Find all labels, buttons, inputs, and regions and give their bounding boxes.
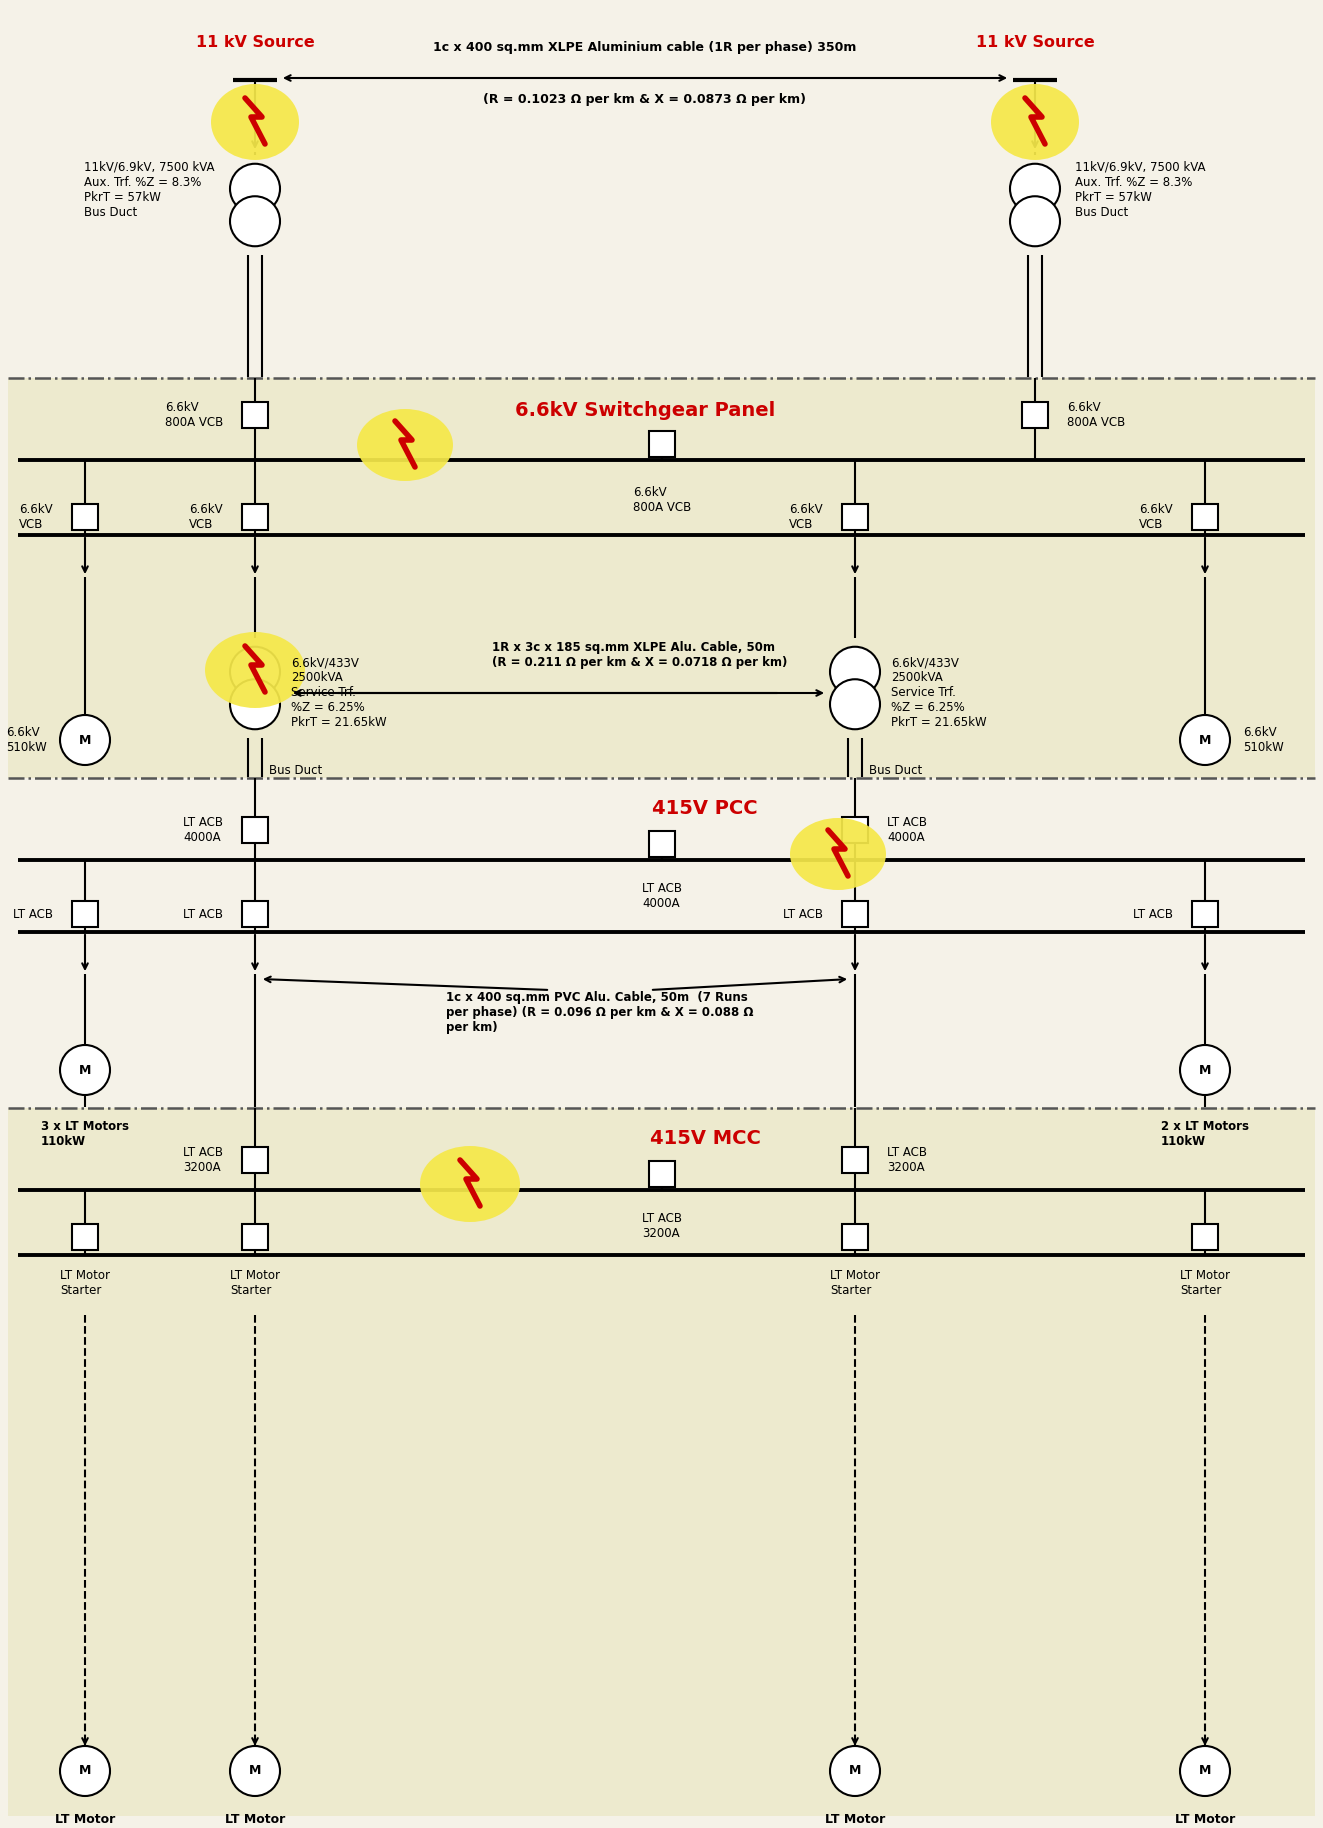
Text: LT Motor
Starter: LT Motor Starter xyxy=(1180,1269,1230,1298)
Circle shape xyxy=(230,1746,280,1795)
Circle shape xyxy=(1009,165,1060,214)
Text: 6.6kV Switchgear Panel: 6.6kV Switchgear Panel xyxy=(515,400,775,419)
Text: LT Motor
Starter: LT Motor Starter xyxy=(230,1269,280,1298)
Circle shape xyxy=(1180,1746,1230,1795)
Text: M: M xyxy=(79,1064,91,1077)
Bar xyxy=(1021,402,1048,428)
Text: Bus Duct: Bus Duct xyxy=(269,764,323,777)
Ellipse shape xyxy=(205,632,306,707)
Circle shape xyxy=(1180,1046,1230,1095)
Circle shape xyxy=(230,647,280,696)
Text: LT Motor: LT Motor xyxy=(54,1813,115,1826)
Circle shape xyxy=(830,647,880,696)
Circle shape xyxy=(60,1046,110,1095)
Text: 6.6kV
VCB: 6.6kV VCB xyxy=(189,503,224,530)
Bar xyxy=(242,901,269,927)
Bar xyxy=(242,1225,269,1250)
Bar xyxy=(71,901,98,927)
Bar xyxy=(841,901,868,927)
Bar xyxy=(650,832,675,857)
Circle shape xyxy=(1009,196,1060,247)
Text: 11kV/6.9kV, 7500 kVA
Aux. Trf. %Z = 8.3%
PkrT = 57kW
Bus Duct: 11kV/6.9kV, 7500 kVA Aux. Trf. %Z = 8.3%… xyxy=(85,161,216,219)
Text: 6.6kV
VCB: 6.6kV VCB xyxy=(1139,503,1174,530)
Bar xyxy=(841,1225,868,1250)
Text: 6.6kV
510kW: 6.6kV 510kW xyxy=(7,726,48,753)
Text: LT ACB: LT ACB xyxy=(183,907,224,921)
Text: 415V MCC: 415V MCC xyxy=(650,1128,761,1148)
Text: M: M xyxy=(1199,1064,1211,1077)
Circle shape xyxy=(1180,715,1230,764)
Text: LT ACB
4000A: LT ACB 4000A xyxy=(642,881,681,910)
Bar xyxy=(71,505,98,530)
Bar xyxy=(1192,1225,1218,1250)
Circle shape xyxy=(60,1746,110,1795)
Text: 1c x 400 sq.mm PVC Alu. Cable, 50m  (7 Runs
per phase) (R = 0.096 Ω per km & X =: 1c x 400 sq.mm PVC Alu. Cable, 50m (7 Ru… xyxy=(446,991,754,1033)
Circle shape xyxy=(830,1746,880,1795)
Text: LT ACB
4000A: LT ACB 4000A xyxy=(183,815,224,845)
Bar xyxy=(1192,505,1218,530)
Text: LT Motor
Starter: LT Motor Starter xyxy=(60,1269,110,1298)
Text: LT ACB
3200A: LT ACB 3200A xyxy=(183,1146,224,1174)
Text: 6.6kV
510kW: 6.6kV 510kW xyxy=(1244,726,1283,753)
Ellipse shape xyxy=(210,84,299,161)
Text: 6.6kV/433V
2500kVA
Service Trf.
%Z = 6.25%
PkrT = 21.65kW: 6.6kV/433V 2500kVA Service Trf. %Z = 6.2… xyxy=(890,656,987,729)
Text: LT ACB: LT ACB xyxy=(13,907,53,921)
Ellipse shape xyxy=(357,409,452,481)
Text: M: M xyxy=(79,733,91,746)
Text: 6.6kV
800A VCB: 6.6kV 800A VCB xyxy=(165,400,224,430)
Bar xyxy=(8,1108,1315,1815)
Text: 6.6kV
VCB: 6.6kV VCB xyxy=(20,503,53,530)
Text: M: M xyxy=(79,1764,91,1777)
Text: 6.6kV/433V
2500kVA
Service Trf.
%Z = 6.25%
PkrT = 21.65kW: 6.6kV/433V 2500kVA Service Trf. %Z = 6.2… xyxy=(291,656,386,729)
Text: 2 x LT Motors
110kW: 2 x LT Motors 110kW xyxy=(1162,1121,1249,1148)
Text: M: M xyxy=(1199,1764,1211,1777)
Bar xyxy=(841,505,868,530)
Text: 415V PCC: 415V PCC xyxy=(652,799,758,817)
Bar xyxy=(71,1225,98,1250)
Text: LT Motor: LT Motor xyxy=(225,1813,286,1826)
Text: LT ACB: LT ACB xyxy=(783,907,823,921)
Bar xyxy=(242,1146,269,1174)
Text: LT Motor
Starter: LT Motor Starter xyxy=(830,1269,880,1298)
Bar xyxy=(8,18,1315,378)
Bar xyxy=(841,817,868,843)
Circle shape xyxy=(60,715,110,764)
Bar xyxy=(8,779,1315,1108)
Text: LT ACB
3200A: LT ACB 3200A xyxy=(642,1212,681,1239)
Bar xyxy=(242,817,269,843)
Text: M: M xyxy=(249,1764,261,1777)
Text: LT Motor: LT Motor xyxy=(824,1813,885,1826)
Ellipse shape xyxy=(991,84,1080,161)
Bar xyxy=(8,378,1315,779)
Text: 6.6kV
800A VCB: 6.6kV 800A VCB xyxy=(1068,400,1126,430)
Text: M: M xyxy=(1199,733,1211,746)
Circle shape xyxy=(230,680,280,729)
Bar xyxy=(841,1146,868,1174)
Circle shape xyxy=(230,165,280,214)
Text: (R = 0.1023 Ω per km & X = 0.0873 Ω per km): (R = 0.1023 Ω per km & X = 0.0873 Ω per … xyxy=(483,93,807,106)
Text: M: M xyxy=(849,1764,861,1777)
Text: LT ACB: LT ACB xyxy=(1132,907,1174,921)
Bar xyxy=(242,402,269,428)
Text: 6.6kV
800A VCB: 6.6kV 800A VCB xyxy=(632,486,691,514)
Text: 11 kV Source: 11 kV Source xyxy=(196,35,315,51)
Ellipse shape xyxy=(419,1146,520,1221)
Circle shape xyxy=(830,680,880,729)
Bar xyxy=(650,1161,675,1186)
Bar xyxy=(242,505,269,530)
Text: LT ACB
4000A: LT ACB 4000A xyxy=(886,815,927,845)
Text: LT ACB
3200A: LT ACB 3200A xyxy=(886,1146,927,1174)
Text: Bus Duct: Bus Duct xyxy=(869,764,922,777)
Text: 1c x 400 sq.mm XLPE Aluminium cable (1R per phase) 350m: 1c x 400 sq.mm XLPE Aluminium cable (1R … xyxy=(434,42,857,55)
Text: LT Motor: LT Motor xyxy=(1175,1813,1236,1826)
Text: 6.6kV
VCB: 6.6kV VCB xyxy=(790,503,823,530)
Text: 1R x 3c x 185 sq.mm XLPE Alu. Cable, 50m
(R = 0.211 Ω per km & X = 0.0718 Ω per : 1R x 3c x 185 sq.mm XLPE Alu. Cable, 50m… xyxy=(492,642,787,669)
Bar xyxy=(650,431,675,457)
Text: 11 kV Source: 11 kV Source xyxy=(975,35,1094,51)
Bar xyxy=(1192,901,1218,927)
Text: 11kV/6.9kV, 7500 kVA
Aux. Trf. %Z = 8.3%
PkrT = 57kW
Bus Duct: 11kV/6.9kV, 7500 kVA Aux. Trf. %Z = 8.3%… xyxy=(1076,161,1205,219)
Circle shape xyxy=(230,196,280,247)
Ellipse shape xyxy=(790,817,886,890)
Text: 3 x LT Motors
110kW: 3 x LT Motors 110kW xyxy=(41,1121,130,1148)
